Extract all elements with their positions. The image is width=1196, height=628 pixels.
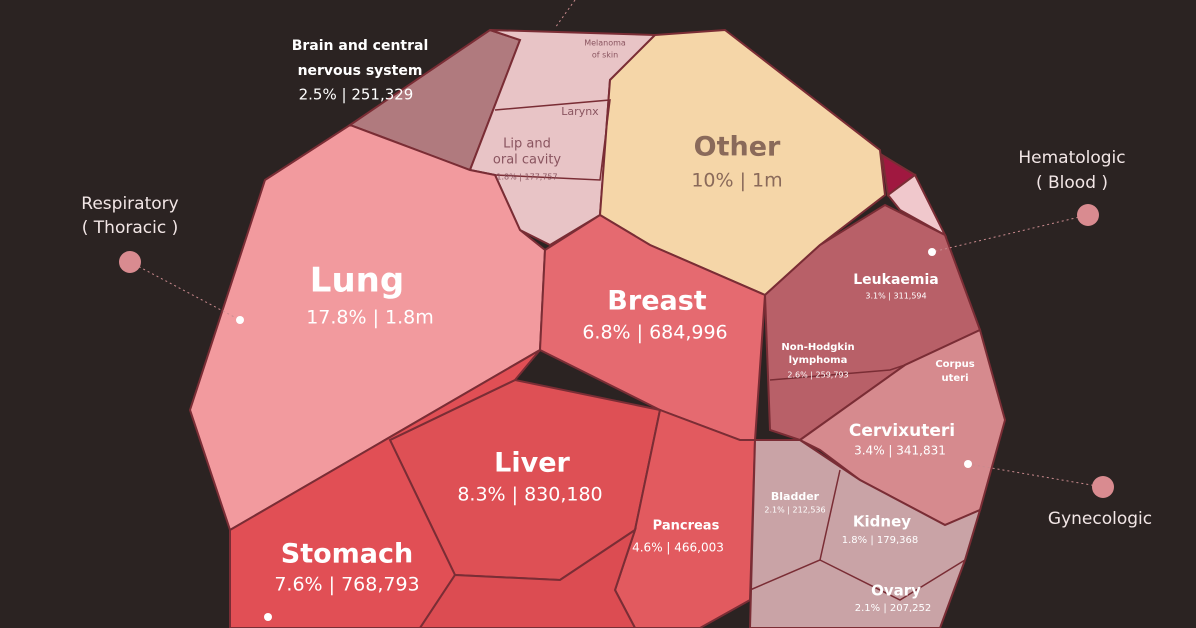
cell-urologic [748,439,982,628]
label: Stomach [281,539,413,570]
label: Breast [607,286,706,317]
label: Kidney [853,513,911,531]
callout: Hematologic [1018,148,1125,168]
label: Ovary [871,582,921,600]
stats: 1.8% | 177,757 [496,173,557,182]
label: Lung [310,261,404,301]
dot [119,251,141,273]
label: Leukaemia [853,272,938,288]
callout: ( Blood ) [1036,173,1108,193]
stats: 3.4% | 341,831 [854,444,946,458]
dot [1092,476,1114,498]
stats: 4.6% | 466,003 [632,541,724,555]
label: Cervixuteri [849,421,955,441]
stats: 2.5% | 251,329 [299,86,414,104]
cell-bottom [418,527,637,628]
label: nervous system [298,63,423,79]
stats: 3.1% | 311,594 [865,292,926,301]
stats: 2.1% | 207,252 [855,603,931,614]
divider [769,364,906,381]
divider [494,99,611,181]
cells [188,28,1007,628]
stats: 8.3% | 830,180 [457,484,602,506]
dot [236,316,244,324]
cell-lung [188,123,547,532]
leader [554,0,576,29]
stats: 2.1% | 212,536 [764,506,825,515]
label: uteri [941,373,968,384]
stats: 1.8% | 179,368 [842,535,918,546]
label: lymphoma [789,355,848,366]
label: oral cavity [493,153,562,168]
dot [1077,204,1099,226]
callout: ( Thoracic ) [82,218,178,238]
stats: 2.6% | 259,793 [787,371,848,380]
label: Non-Hodgkin [781,342,854,353]
divider [819,559,966,601]
leader [129,261,241,321]
label: Bladder [771,490,820,503]
label: Lip and [503,137,551,152]
callout: Respiratory [81,194,178,214]
leader [931,214,1089,253]
label: Liver [494,448,570,479]
dot [928,248,936,256]
label: of skin [592,51,618,60]
stats: 17.8% | 1.8m [306,307,434,329]
cell-stomach [229,349,541,628]
label: Larynx [561,105,599,118]
stats: 7.6% | 768,793 [274,574,419,596]
label: Other [694,132,781,163]
stats: 10% | 1m [691,170,782,192]
callout: Gynecologic [1048,509,1152,529]
dot [964,460,972,468]
label: Pancreas [653,519,720,534]
label: Melanoma [584,39,626,48]
callouts: Respiratory ( Thoracic ) Hematologic ( B… [81,0,1152,621]
stats: 6.8% | 684,996 [582,322,727,344]
label: Brain and central [292,38,429,54]
dot [264,613,272,621]
label: Corpus [935,359,974,370]
